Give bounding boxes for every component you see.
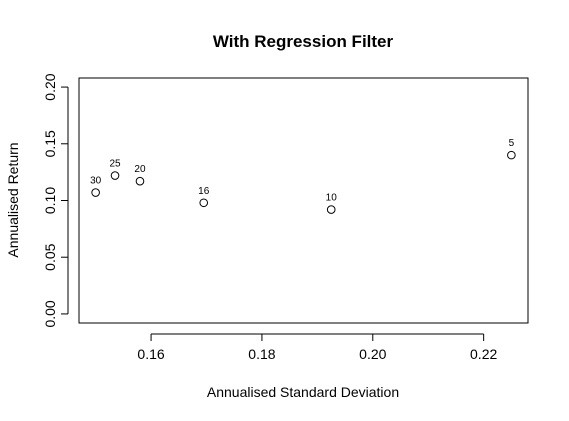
data-point-label: 5 (509, 138, 515, 149)
data-point-label: 25 (109, 159, 121, 170)
data-point-label: 30 (90, 176, 102, 187)
data-point (91, 188, 100, 197)
y-axis-label: Annualised Return (5, 142, 21, 257)
x-tick-label: 0.16 (137, 346, 164, 362)
data-point (110, 171, 120, 180)
y-tick-label: 0.00 (42, 300, 58, 327)
plot-area: 0.16 0.18 0.20 0.22 0.00 0.05 0.10 0.15 0.20 30 25… (42, 73, 529, 362)
y-tick-label: 0.15 (42, 130, 58, 157)
data-point (326, 205, 336, 214)
data-point (199, 198, 209, 208)
y-tick-label: 0.10 (42, 187, 58, 214)
x-tick-label: 0.22 (470, 346, 497, 362)
chart-title: With Regression Filter (213, 32, 394, 51)
x-axis-label: Annualised Standard Deviation (207, 384, 399, 400)
x-tick-label: 0.20 (359, 346, 386, 362)
data-point-label: 10 (326, 193, 338, 204)
data-point (135, 176, 145, 186)
y-tick-label: 0.20 (42, 73, 58, 100)
y-tick-label: 0.05 (42, 243, 58, 270)
plot-frame (78, 77, 529, 324)
x-tick-label: 0.18 (248, 346, 275, 362)
data-point-label: 16 (198, 186, 210, 197)
data-point-label: 20 (134, 164, 146, 175)
data-point (507, 150, 516, 160)
